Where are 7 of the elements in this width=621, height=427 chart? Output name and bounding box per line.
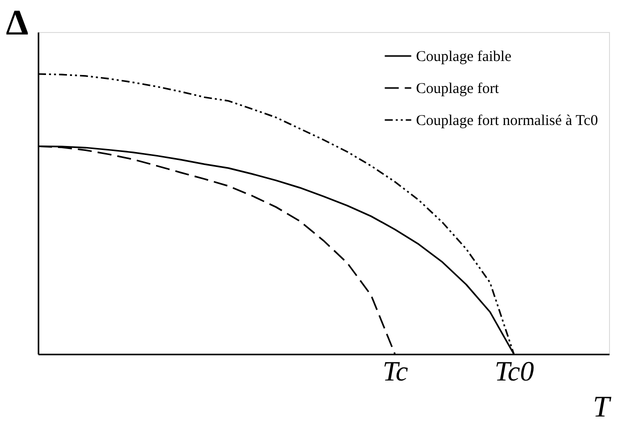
x-tick-label: Tc <box>382 356 409 388</box>
legend-label: Couplage fort <box>416 81 500 97</box>
x-tick-label: Tc0 <box>494 356 534 388</box>
legend-label: Couplage fort normalisé à Tc0 <box>416 113 598 129</box>
legend-label: Couplage faible <box>416 49 512 65</box>
y-axis-title: Δ <box>6 2 28 42</box>
x-axis-title: T <box>592 390 612 424</box>
